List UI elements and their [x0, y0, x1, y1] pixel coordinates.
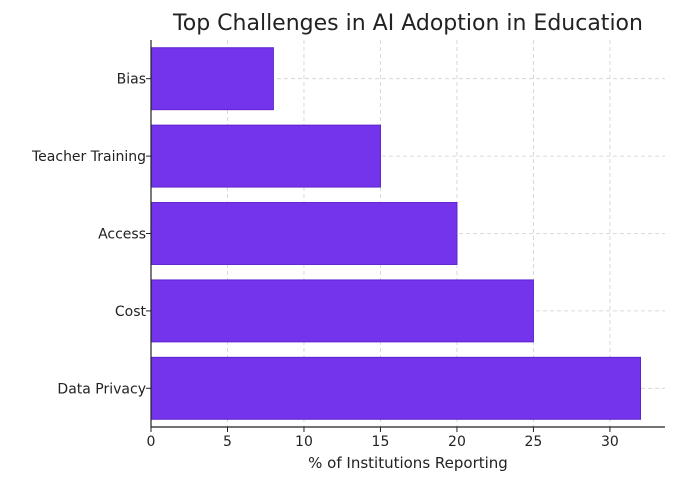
axes	[146, 40, 665, 432]
y-tick-label: Access	[98, 227, 146, 243]
x-tick-label: 30	[601, 434, 619, 450]
x-tick-label: 5	[223, 434, 232, 450]
x-tick-labels: 0 5 10 15 20 25 30	[147, 434, 619, 450]
bar-cost	[150, 279, 534, 343]
y-tick-labels: Data Privacy Cost Access Teacher Training Bi…	[31, 72, 147, 398]
bar-data-privacy	[150, 356, 642, 420]
chart-title: Top Challenges in AI Adoption in Educati…	[172, 11, 643, 36]
x-tick-label: 25	[525, 434, 543, 450]
x-tick-label: 15	[372, 434, 390, 450]
x-tick-label: 20	[448, 434, 466, 450]
y-tick-label: Data Privacy	[57, 381, 146, 397]
y-tick-label: Teacher Training	[31, 149, 146, 165]
bar-bias	[150, 47, 274, 111]
x-axis-label: % of Institutions Reporting	[308, 454, 508, 472]
x-tick-label: 10	[295, 434, 313, 450]
bar-access	[150, 202, 458, 265]
x-tick-label: 0	[147, 434, 156, 450]
y-tick-label: Cost	[115, 304, 147, 320]
y-tick-label: Bias	[117, 72, 146, 88]
bars	[150, 47, 642, 420]
bar-teacher-training	[150, 124, 381, 188]
